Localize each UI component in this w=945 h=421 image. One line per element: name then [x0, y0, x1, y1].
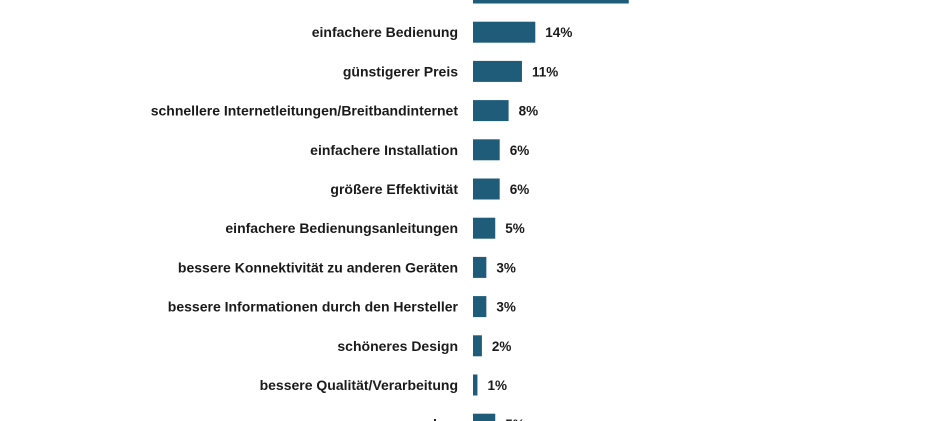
- bar-7: [473, 256, 487, 278]
- value-label-1: 14%: [545, 25, 572, 40]
- category-label-2: günstigerer Preis: [343, 63, 458, 79]
- category-labels-group: einfachere Bedienung günstigerer Preis sch…: [151, 24, 459, 421]
- value-label-10: 1%: [487, 378, 507, 393]
- value-label-4: 6%: [510, 143, 530, 158]
- bar-1: [473, 21, 536, 43]
- category-label-3: schnellere Internetleitungen/Breitbandin…: [151, 103, 459, 119]
- category-label-4: einfachere Installation: [310, 142, 458, 158]
- category-label-7: bessere Konnektivität zu anderen Geräten: [178, 259, 458, 275]
- value-label-6: 5%: [505, 221, 525, 236]
- category-label-1: einfachere Bedienung: [312, 24, 458, 40]
- bar-9: [473, 335, 482, 357]
- value-label-8: 3%: [496, 300, 516, 315]
- category-label-10: bessere Qualität/Verarbeitung: [260, 377, 458, 393]
- category-label-9: schöneres Design: [337, 338, 458, 354]
- bars-group: [473, 0, 629, 421]
- bar-0: [473, 0, 629, 4]
- bar-3: [473, 100, 509, 122]
- bar-6: [473, 217, 496, 239]
- bar-10: [473, 374, 478, 396]
- category-label-5: größere Effektivität: [330, 181, 458, 197]
- value-labels-group: 14% 11% 8% 6% 6% 5% 3% 3% 2% 1% 5%: [487, 25, 572, 421]
- bar-11: [473, 413, 496, 421]
- category-label-8: bessere Informationen durch den Herstell…: [168, 299, 459, 315]
- value-label-2: 11%: [532, 64, 558, 79]
- value-label-3: 8%: [519, 104, 539, 119]
- value-label-9: 2%: [492, 339, 512, 354]
- bar-8: [473, 296, 487, 318]
- value-label-7: 3%: [496, 260, 516, 275]
- value-label-5: 6%: [510, 182, 530, 197]
- bar-4: [473, 139, 500, 161]
- bar-5: [473, 178, 500, 200]
- category-label-11: andere: [412, 416, 458, 421]
- bar-2: [473, 60, 522, 82]
- value-label-11: 5%: [505, 417, 525, 421]
- category-label-6: einfachere Bedienungsanleitungen: [225, 220, 458, 236]
